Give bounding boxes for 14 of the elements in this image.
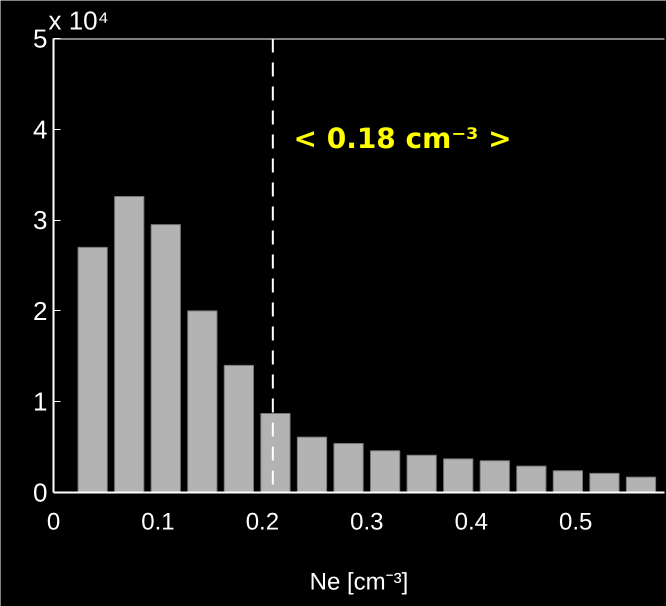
y-tick-label: 2: [33, 296, 48, 326]
y-tick-label: 5: [33, 24, 48, 54]
y-tick-label: 0: [33, 478, 48, 508]
y-tick-label: 1: [33, 386, 48, 417]
annotation: < 0.18 cm⁻³ >: [294, 122, 512, 155]
x-axis-title: Ne [cm⁻³]: [310, 568, 408, 596]
y-tick-label: 4: [33, 114, 48, 144]
x-tick-label: 0.5: [559, 508, 592, 536]
x-tick-label: 0.3: [350, 508, 384, 536]
text: x 10⁴: [48, 6, 109, 36]
x-tick-label: 0.4: [454, 508, 488, 536]
x-tick-label: 0.2: [246, 508, 280, 536]
x-tick-label: 0.1: [141, 508, 175, 536]
y-tick-label: 3: [33, 205, 48, 236]
